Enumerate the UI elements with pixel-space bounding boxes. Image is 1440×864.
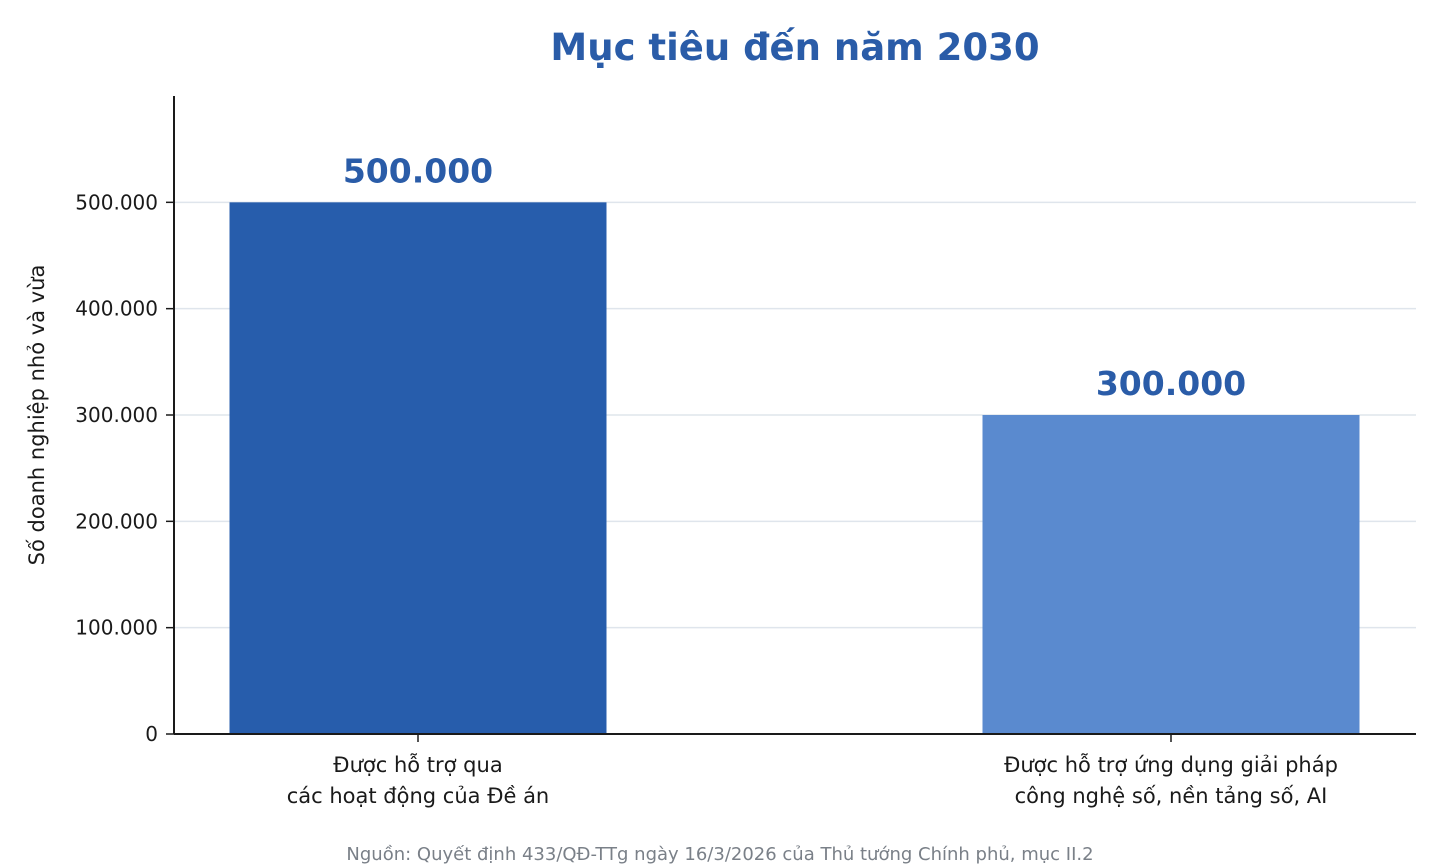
y-tick-label: 400.000 — [75, 297, 158, 321]
x-tick-label: các hoạt động của Đề án — [287, 784, 550, 808]
y-ticks: 0 100.000 200.000 300.000 400.000 500.000 — [75, 190, 174, 746]
source-note: Nguồn: Quyết định 433/QĐ-TTg ngày 16/3/2… — [346, 844, 1093, 864]
bar — [229, 202, 607, 735]
y-tick-label: 100.000 — [75, 616, 158, 640]
x-tick-label: Được hỗ trợ ứng dụng giải pháp — [1004, 752, 1338, 777]
y-axis-label: Số doanh nghiệp nhỏ và vừa — [25, 265, 49, 566]
bars — [229, 202, 1360, 735]
x-ticks: Được hỗ trợ qua các hoạt động của Đề án Đư… — [287, 734, 1338, 808]
bar-value-labels: 500.000 300.000 — [343, 151, 1246, 403]
bar-value-label: 300.000 — [1096, 364, 1246, 403]
y-tick-label: 200.000 — [75, 509, 158, 533]
bar-value-label: 500.000 — [343, 151, 493, 190]
x-tick-label: Được hỗ trợ qua — [333, 752, 502, 777]
y-tick-label: 500.000 — [75, 190, 158, 214]
chart-title: Mục tiêu đến năm 2030 — [550, 26, 1039, 69]
bar — [982, 415, 1360, 734]
y-tick-label: 300.000 — [75, 403, 158, 427]
x-tick-label: công nghệ số, nền tảng số, AI — [1015, 784, 1328, 808]
y-tick-label: 0 — [145, 722, 158, 746]
